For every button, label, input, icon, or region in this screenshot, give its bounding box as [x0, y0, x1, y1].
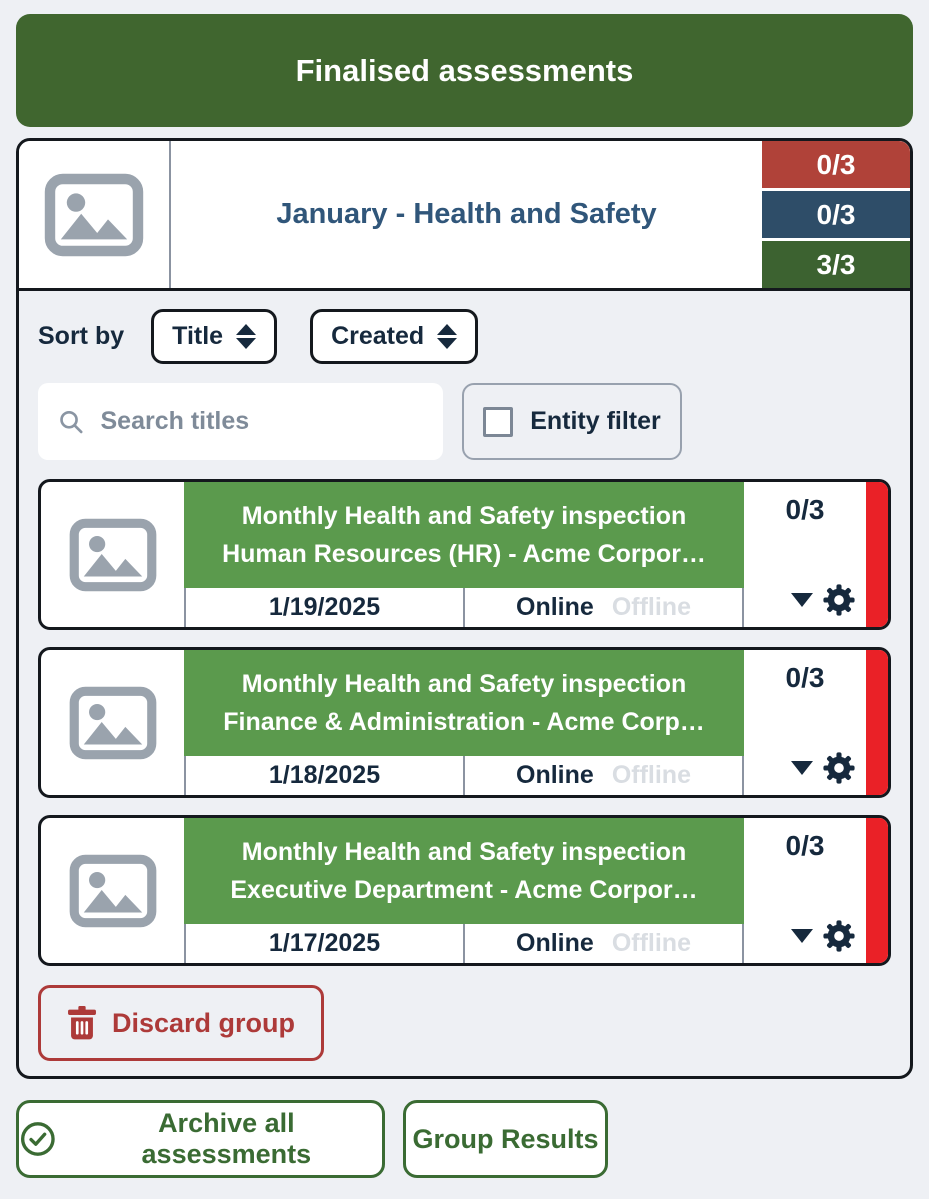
assessment-actions	[754, 919, 856, 953]
entity-filter-checkbox[interactable]	[483, 406, 514, 437]
group-results-label: Group Results	[412, 1123, 599, 1154]
assessment-side: 0/3	[744, 482, 866, 627]
image-placeholder-icon	[69, 686, 156, 759]
discard-group-label: Discard group	[112, 1007, 296, 1038]
online-option[interactable]: Online	[516, 761, 594, 789]
chevron-down-icon[interactable]	[791, 761, 813, 775]
assessment-date: 1/18/2025	[184, 756, 465, 795]
sort-arrows-icon	[437, 324, 458, 349]
badge-failed: 0/3	[762, 141, 910, 188]
status-stripe	[866, 482, 888, 627]
online-offline-toggle: Online Offline	[465, 924, 744, 963]
assessment-subtitle: Human Resources (HR) - Acme Corpor…	[222, 539, 706, 568]
assessment-main: Monthly Health and Safety inspection Hum…	[184, 482, 744, 627]
entity-filter-label: Entity filter	[530, 407, 661, 435]
page: Finalised assessments January - Health a…	[0, 14, 929, 1199]
assessment-subtitle: Executive Department - Acme Corpor…	[230, 875, 698, 904]
assessment-count: 0/3	[785, 494, 825, 525]
assessment-side: 0/3	[744, 818, 866, 963]
search-icon	[60, 410, 83, 433]
offline-option[interactable]: Offline	[611, 593, 691, 621]
assessment-card: Monthly Health and Safety inspection Fin…	[38, 647, 891, 798]
assessment-actions	[754, 583, 856, 617]
check-circle-icon	[20, 1122, 55, 1156]
sort-title-label: Title	[172, 322, 224, 350]
archive-all-label: Archive all assessments	[141, 1108, 312, 1169]
gear-icon[interactable]	[822, 919, 856, 953]
online-option[interactable]: Online	[516, 929, 594, 957]
assessment-date: 1/17/2025	[184, 924, 465, 963]
online-option[interactable]: Online	[516, 593, 594, 621]
entity-filter-button[interactable]: Entity filter	[462, 383, 682, 460]
assessment-date: 1/19/2025	[184, 588, 465, 627]
assessment-actions	[754, 751, 856, 785]
assessment-meta-row: 1/17/2025 Online Offline	[184, 924, 744, 963]
group-results-button[interactable]: Group Results	[403, 1100, 608, 1178]
assessment-count: 0/3	[785, 662, 825, 693]
sort-created-label: Created	[331, 322, 425, 350]
sort-arrows-icon	[236, 324, 257, 349]
group-body: Sort by Title Created	[19, 291, 910, 1076]
badge-passed: 3/3	[762, 241, 910, 288]
assessment-thumbnail	[41, 482, 184, 627]
assessment-subtitle: Finance & Administration - Acme Corp…	[223, 707, 705, 736]
sort-row: Sort by Title Created	[38, 309, 891, 364]
offline-option[interactable]: Offline	[611, 761, 691, 789]
group-title: January - Health and Safety	[276, 198, 657, 230]
group-thumbnail	[19, 141, 171, 288]
assessment-main: Monthly Health and Safety inspection Fin…	[184, 650, 744, 795]
assessment-thumbnail	[41, 818, 184, 963]
gear-icon[interactable]	[822, 583, 856, 617]
page-title: Finalised assessments	[16, 14, 913, 127]
assessment-title: Monthly Health and Safety inspection	[241, 501, 687, 530]
assessment-title-block: Monthly Health and Safety inspection Exe…	[184, 818, 744, 924]
footer-actions: Archive all assessments Group Results	[16, 1100, 913, 1178]
image-placeholder-icon	[44, 173, 144, 256]
group-score-badges: 0/3 0/3 3/3	[762, 141, 910, 288]
assessment-group-card: January - Health and Safety 0/3 0/3 3/3 …	[16, 138, 913, 1079]
assessment-title-block: Monthly Health and Safety inspection Hum…	[184, 482, 744, 588]
online-offline-toggle: Online Offline	[465, 588, 744, 627]
image-placeholder-icon	[69, 854, 156, 927]
assessment-card: Monthly Health and Safety inspection Hum…	[38, 479, 891, 630]
assessment-thumbnail	[41, 650, 184, 795]
assessment-count: 0/3	[785, 830, 825, 861]
group-header: January - Health and Safety 0/3 0/3 3/3	[19, 141, 910, 291]
trash-icon	[68, 1006, 96, 1040]
assessment-main: Monthly Health and Safety inspection Exe…	[184, 818, 744, 963]
assessment-side: 0/3	[744, 650, 866, 795]
badge-pending: 0/3	[762, 191, 910, 238]
online-offline-toggle: Online Offline	[465, 756, 744, 795]
assessment-list: Monthly Health and Safety inspection Hum…	[38, 479, 891, 966]
archive-all-button[interactable]: Archive all assessments	[16, 1100, 385, 1178]
discard-group-button[interactable]: Discard group	[38, 985, 325, 1061]
assessment-card: Monthly Health and Safety inspection Exe…	[38, 815, 891, 966]
chevron-down-icon[interactable]	[791, 593, 813, 607]
gear-icon[interactable]	[822, 751, 856, 785]
chevron-down-icon[interactable]	[791, 929, 813, 943]
assessment-meta-row: 1/19/2025 Online Offline	[184, 588, 744, 627]
assessment-meta-row: 1/18/2025 Online Offline	[184, 756, 744, 795]
offline-option[interactable]: Offline	[611, 929, 691, 957]
assessment-title: Monthly Health and Safety inspection	[241, 837, 687, 866]
search-box	[38, 383, 443, 460]
assessment-title: Monthly Health and Safety inspection	[241, 669, 687, 698]
search-input[interactable]	[100, 407, 423, 436]
status-stripe	[866, 650, 888, 795]
sort-title-button[interactable]: Title	[151, 309, 278, 364]
filter-row: Entity filter	[38, 383, 891, 460]
sort-created-button[interactable]: Created	[310, 309, 479, 364]
status-stripe	[866, 818, 888, 963]
assessment-title-block: Monthly Health and Safety inspection Fin…	[184, 650, 744, 756]
image-placeholder-icon	[69, 518, 156, 591]
sort-by-label: Sort by	[38, 322, 125, 350]
